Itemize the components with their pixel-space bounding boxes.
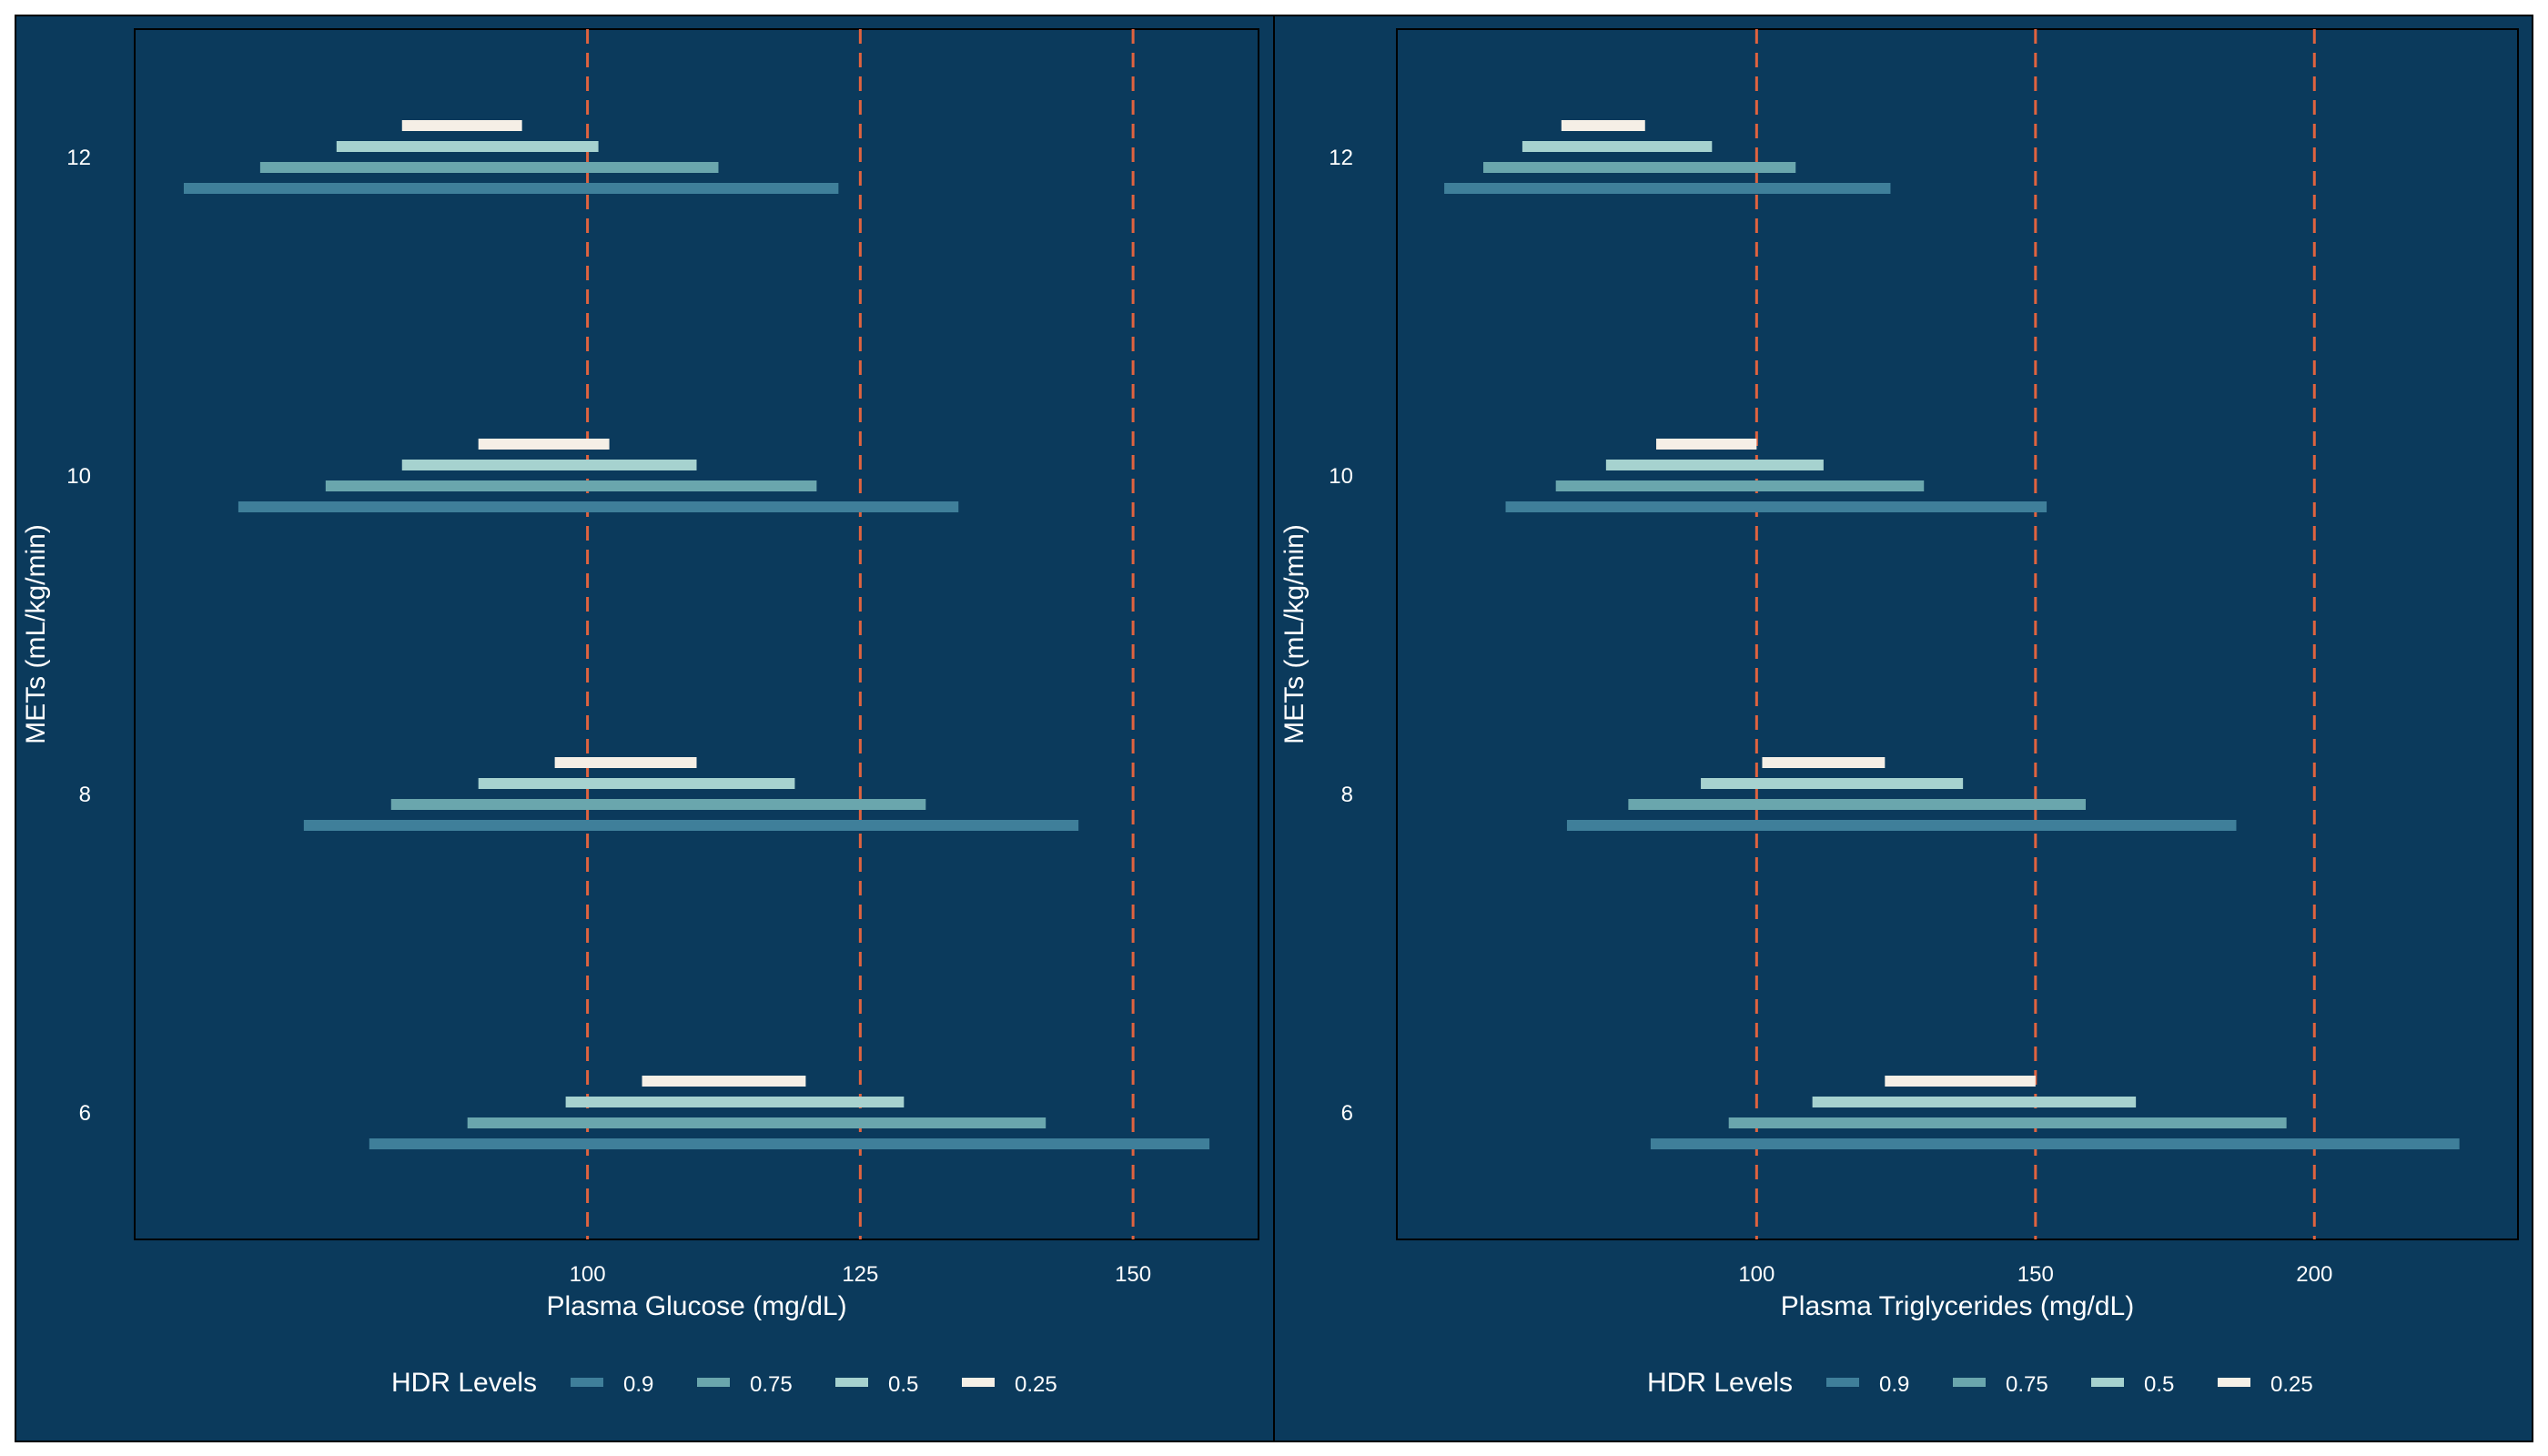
x-tick-label: 125 bbox=[842, 1262, 878, 1287]
legend-key-0_25 bbox=[962, 1378, 995, 1387]
legend-label: 0.9 bbox=[1879, 1372, 1909, 1397]
legend-label: 0.75 bbox=[2006, 1372, 2048, 1397]
legend-key-0_5 bbox=[2091, 1378, 2124, 1387]
y-axis-title: METs (mL/kg/min) bbox=[1279, 524, 1309, 744]
hdr-bar-0_9-mets-6 bbox=[369, 1138, 1210, 1149]
hdr-bar-0_5-mets-12 bbox=[336, 141, 599, 152]
x-tick-label: 150 bbox=[1115, 1262, 1151, 1287]
legend: HDR Levels 0.9 0.75 0.5 0.25 bbox=[391, 1368, 1057, 1398]
hdr-bar-0_5-mets-8 bbox=[478, 778, 795, 789]
legend-title: HDR Levels bbox=[1647, 1368, 1793, 1398]
hdr-bar-0_25-mets-6 bbox=[1885, 1076, 2036, 1087]
y-tick-label: 8 bbox=[1341, 783, 1353, 807]
hdr-bar-0_25-mets-12 bbox=[401, 120, 522, 131]
legend-key-0_9 bbox=[571, 1378, 603, 1387]
hdr-bar-0_75-mets-6 bbox=[467, 1117, 1046, 1128]
y-tick-label: 10 bbox=[1329, 464, 1353, 489]
hdr-bar-0_25-mets-10 bbox=[1656, 439, 1757, 450]
legend-key-0_9 bbox=[1826, 1378, 1859, 1387]
legend-label: 0.25 bbox=[2270, 1372, 2313, 1397]
legend-key-0_25 bbox=[2218, 1378, 2250, 1387]
hdr-bar-0_25-mets-8 bbox=[554, 757, 697, 768]
plot-area bbox=[134, 28, 1259, 1240]
legend: HDR Levels 0.9 0.75 0.5 0.25 bbox=[1647, 1368, 2313, 1398]
plot-area bbox=[1396, 28, 2519, 1240]
hdr-bar-0_25-mets-8 bbox=[1762, 757, 1886, 768]
hdr-bar-0_75-mets-10 bbox=[1555, 480, 1925, 491]
y-tick-label: 12 bbox=[66, 146, 91, 170]
legend-label: 0.5 bbox=[888, 1372, 918, 1397]
hdr-bar-0_25-mets-6 bbox=[642, 1076, 806, 1087]
y-tick-label: 10 bbox=[66, 464, 91, 489]
legend-key-0_75 bbox=[1953, 1378, 1986, 1387]
y-tick-label: 12 bbox=[1329, 146, 1353, 170]
chart-panel-1: 6 8 10 12 100 125 150 Plasma Glucose (mg/dL) MET… bbox=[15, 15, 1275, 1442]
hdr-bar-0_5-mets-8 bbox=[1701, 778, 1964, 789]
y-tick-label: 8 bbox=[79, 783, 91, 807]
hdr-bar-0_75-mets-6 bbox=[1728, 1117, 2287, 1128]
legend-label: 0.9 bbox=[623, 1372, 653, 1397]
hdr-bar-0_5-mets-10 bbox=[401, 460, 697, 470]
hdr-bar-0_5-mets-6 bbox=[1812, 1097, 2137, 1107]
hdr-bar-0_5-mets-12 bbox=[1522, 141, 1713, 152]
hdr-bar-0_9-mets-8 bbox=[1566, 820, 2237, 831]
hdr-bar-0_9-mets-10 bbox=[238, 501, 959, 512]
x-tick-label: 200 bbox=[2296, 1262, 2332, 1287]
hdr-bar-0_25-mets-10 bbox=[478, 439, 610, 450]
hdr-bar-0_9-mets-12 bbox=[183, 183, 839, 194]
hdr-bar-0_75-mets-8 bbox=[390, 799, 926, 810]
legend-label: 0.5 bbox=[2144, 1372, 2174, 1397]
hdr-bar-0_9-mets-8 bbox=[303, 820, 1079, 831]
x-axis-title: Plasma Triglycerides (mg/dL) bbox=[1781, 1291, 2134, 1321]
hdr-bar-0_9-mets-12 bbox=[1444, 183, 1891, 194]
x-tick-label: 150 bbox=[2017, 1262, 2054, 1287]
hdr-bar-0_5-mets-6 bbox=[565, 1097, 905, 1107]
y-tick-label: 6 bbox=[79, 1101, 91, 1126]
x-tick-label: 100 bbox=[570, 1262, 606, 1287]
x-axis-title: Plasma Glucose (mg/dL) bbox=[546, 1291, 846, 1321]
hdr-bar-0_75-mets-8 bbox=[1628, 799, 2086, 810]
legend-key-0_75 bbox=[697, 1378, 730, 1387]
legend-label: 0.25 bbox=[1015, 1372, 1057, 1397]
hdr-bar-0_5-mets-10 bbox=[1605, 460, 1824, 470]
y-tick-label: 6 bbox=[1341, 1101, 1353, 1126]
legend-label: 0.75 bbox=[750, 1372, 793, 1397]
hdr-bar-0_75-mets-12 bbox=[1483, 162, 1796, 173]
chart-panel-2: 6 8 10 12 100 150 200 Plasma Triglycerides (mg/… bbox=[1273, 15, 2533, 1442]
x-tick-label: 100 bbox=[1738, 1262, 1774, 1287]
legend-title: HDR Levels bbox=[391, 1368, 537, 1398]
legend-key-0_5 bbox=[835, 1378, 868, 1387]
hdr-bar-0_75-mets-10 bbox=[325, 480, 817, 491]
hdr-bar-0_25-mets-12 bbox=[1561, 120, 1645, 131]
hdr-bar-0_75-mets-12 bbox=[259, 162, 719, 173]
y-axis-title: METs (mL/kg/min) bbox=[21, 524, 51, 744]
hdr-bar-0_9-mets-10 bbox=[1505, 501, 2048, 512]
hdr-bar-0_9-mets-6 bbox=[1650, 1138, 2460, 1149]
